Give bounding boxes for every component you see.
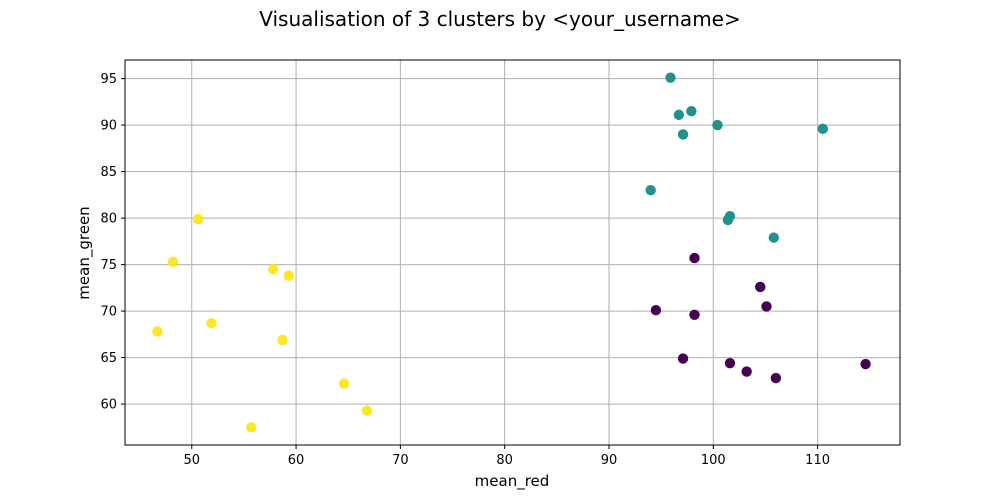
tick-layer: 50 60 70 80 90 100 110 60 65 70 75 80 85 90 95: [100, 72, 830, 468]
scatter-point: [677, 353, 689, 364]
scatter-point: [650, 304, 662, 316]
scatter-point: [246, 422, 257, 433]
scatter-point: [686, 105, 697, 117]
scatter-point: [192, 213, 204, 225]
y-tick-label: 80: [100, 212, 117, 227]
y-tick-label: 60: [100, 398, 117, 413]
scatter-point: [267, 264, 279, 275]
y-axis-label: mean_green: [75, 206, 94, 299]
scatter-point: [712, 119, 723, 131]
scatter-point: [677, 129, 689, 140]
scatter-point: [741, 366, 752, 377]
scatter-point: [206, 317, 217, 329]
scatter-point: [689, 309, 700, 321]
x-tick-label: 80: [496, 453, 513, 468]
y-tick-label: 95: [100, 72, 117, 87]
y-tick-label: 70: [100, 305, 117, 320]
scatter-point: [768, 232, 779, 243]
y-tick-label: 90: [100, 119, 117, 134]
scatter-point: [722, 214, 734, 226]
scatter-point: [755, 281, 766, 293]
x-tick-label: 110: [805, 453, 830, 468]
scatter-point: [277, 334, 288, 346]
scatter-point: [761, 301, 772, 312]
scatter-point: [283, 270, 294, 281]
x-tick-label: 60: [288, 453, 305, 468]
chart-title: Visualisation of 3 clusters by <your_use…: [259, 7, 740, 31]
scatter-point: [770, 372, 782, 384]
scatter-point: [645, 184, 656, 196]
y-tick-label: 65: [100, 351, 117, 366]
scatter-point: [724, 357, 736, 369]
point-layer: [152, 72, 871, 433]
scatter-point: [673, 109, 685, 121]
y-tick-label: 75: [100, 258, 117, 273]
x-tick-label: 90: [601, 453, 618, 468]
x-axis-label: mean_red: [475, 472, 550, 491]
scatter-point: [689, 252, 700, 264]
y-tick-label: 85: [100, 165, 117, 180]
scatter-point: [860, 358, 871, 370]
plot-frame: [124, 59, 901, 446]
x-tick-label: 50: [183, 453, 200, 468]
scatter-point: [167, 256, 179, 267]
x-tick-label: 100: [701, 453, 726, 468]
x-tick-label: 70: [392, 453, 409, 468]
grid-layer: [125, 60, 900, 445]
scatter-point: [361, 405, 373, 416]
scatter-point: [338, 378, 350, 389]
scatter-point: [152, 326, 163, 337]
scatter-point: [665, 72, 676, 83]
scatter-point: [817, 123, 829, 135]
